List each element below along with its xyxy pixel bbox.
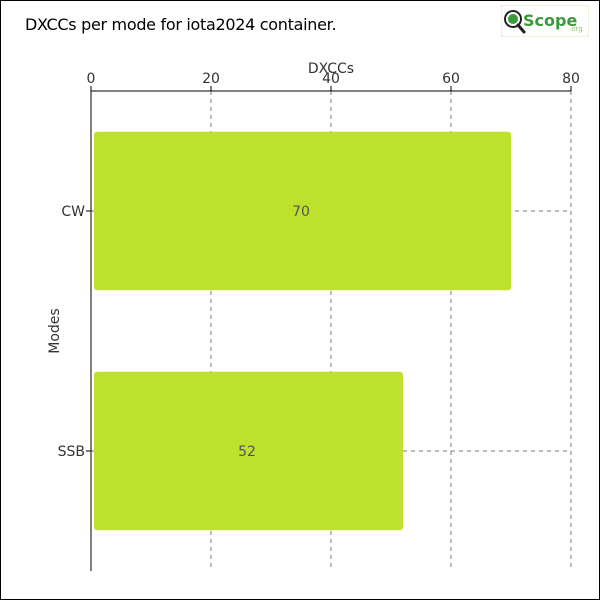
y-axis-title: Modes <box>47 308 63 353</box>
logo-text: Scope <box>523 11 577 30</box>
bar-cw <box>94 131 511 291</box>
x-tick-label: 20 <box>202 71 220 87</box>
qrzcq-scope-logo: Scope .org <box>501 5 589 37</box>
bar-value-label: 52 <box>238 444 256 460</box>
x-tick-label: 60 <box>442 71 460 87</box>
bar-ssb <box>94 371 403 531</box>
bar-value-label: 70 <box>292 204 310 220</box>
x-tick-label: 80 <box>562 71 580 87</box>
x-axis-title: DXCCs <box>308 61 354 77</box>
x-tick-label: 0 <box>87 71 96 87</box>
y-tick-label-ssb: SSB <box>58 444 85 460</box>
logo-suffix: .org <box>569 25 583 33</box>
x-tick-label: 40 <box>322 71 340 87</box>
chart-title: DXCCs per mode for iota2024 container. <box>25 15 337 34</box>
y-tick-label-cw: CW <box>61 204 85 220</box>
